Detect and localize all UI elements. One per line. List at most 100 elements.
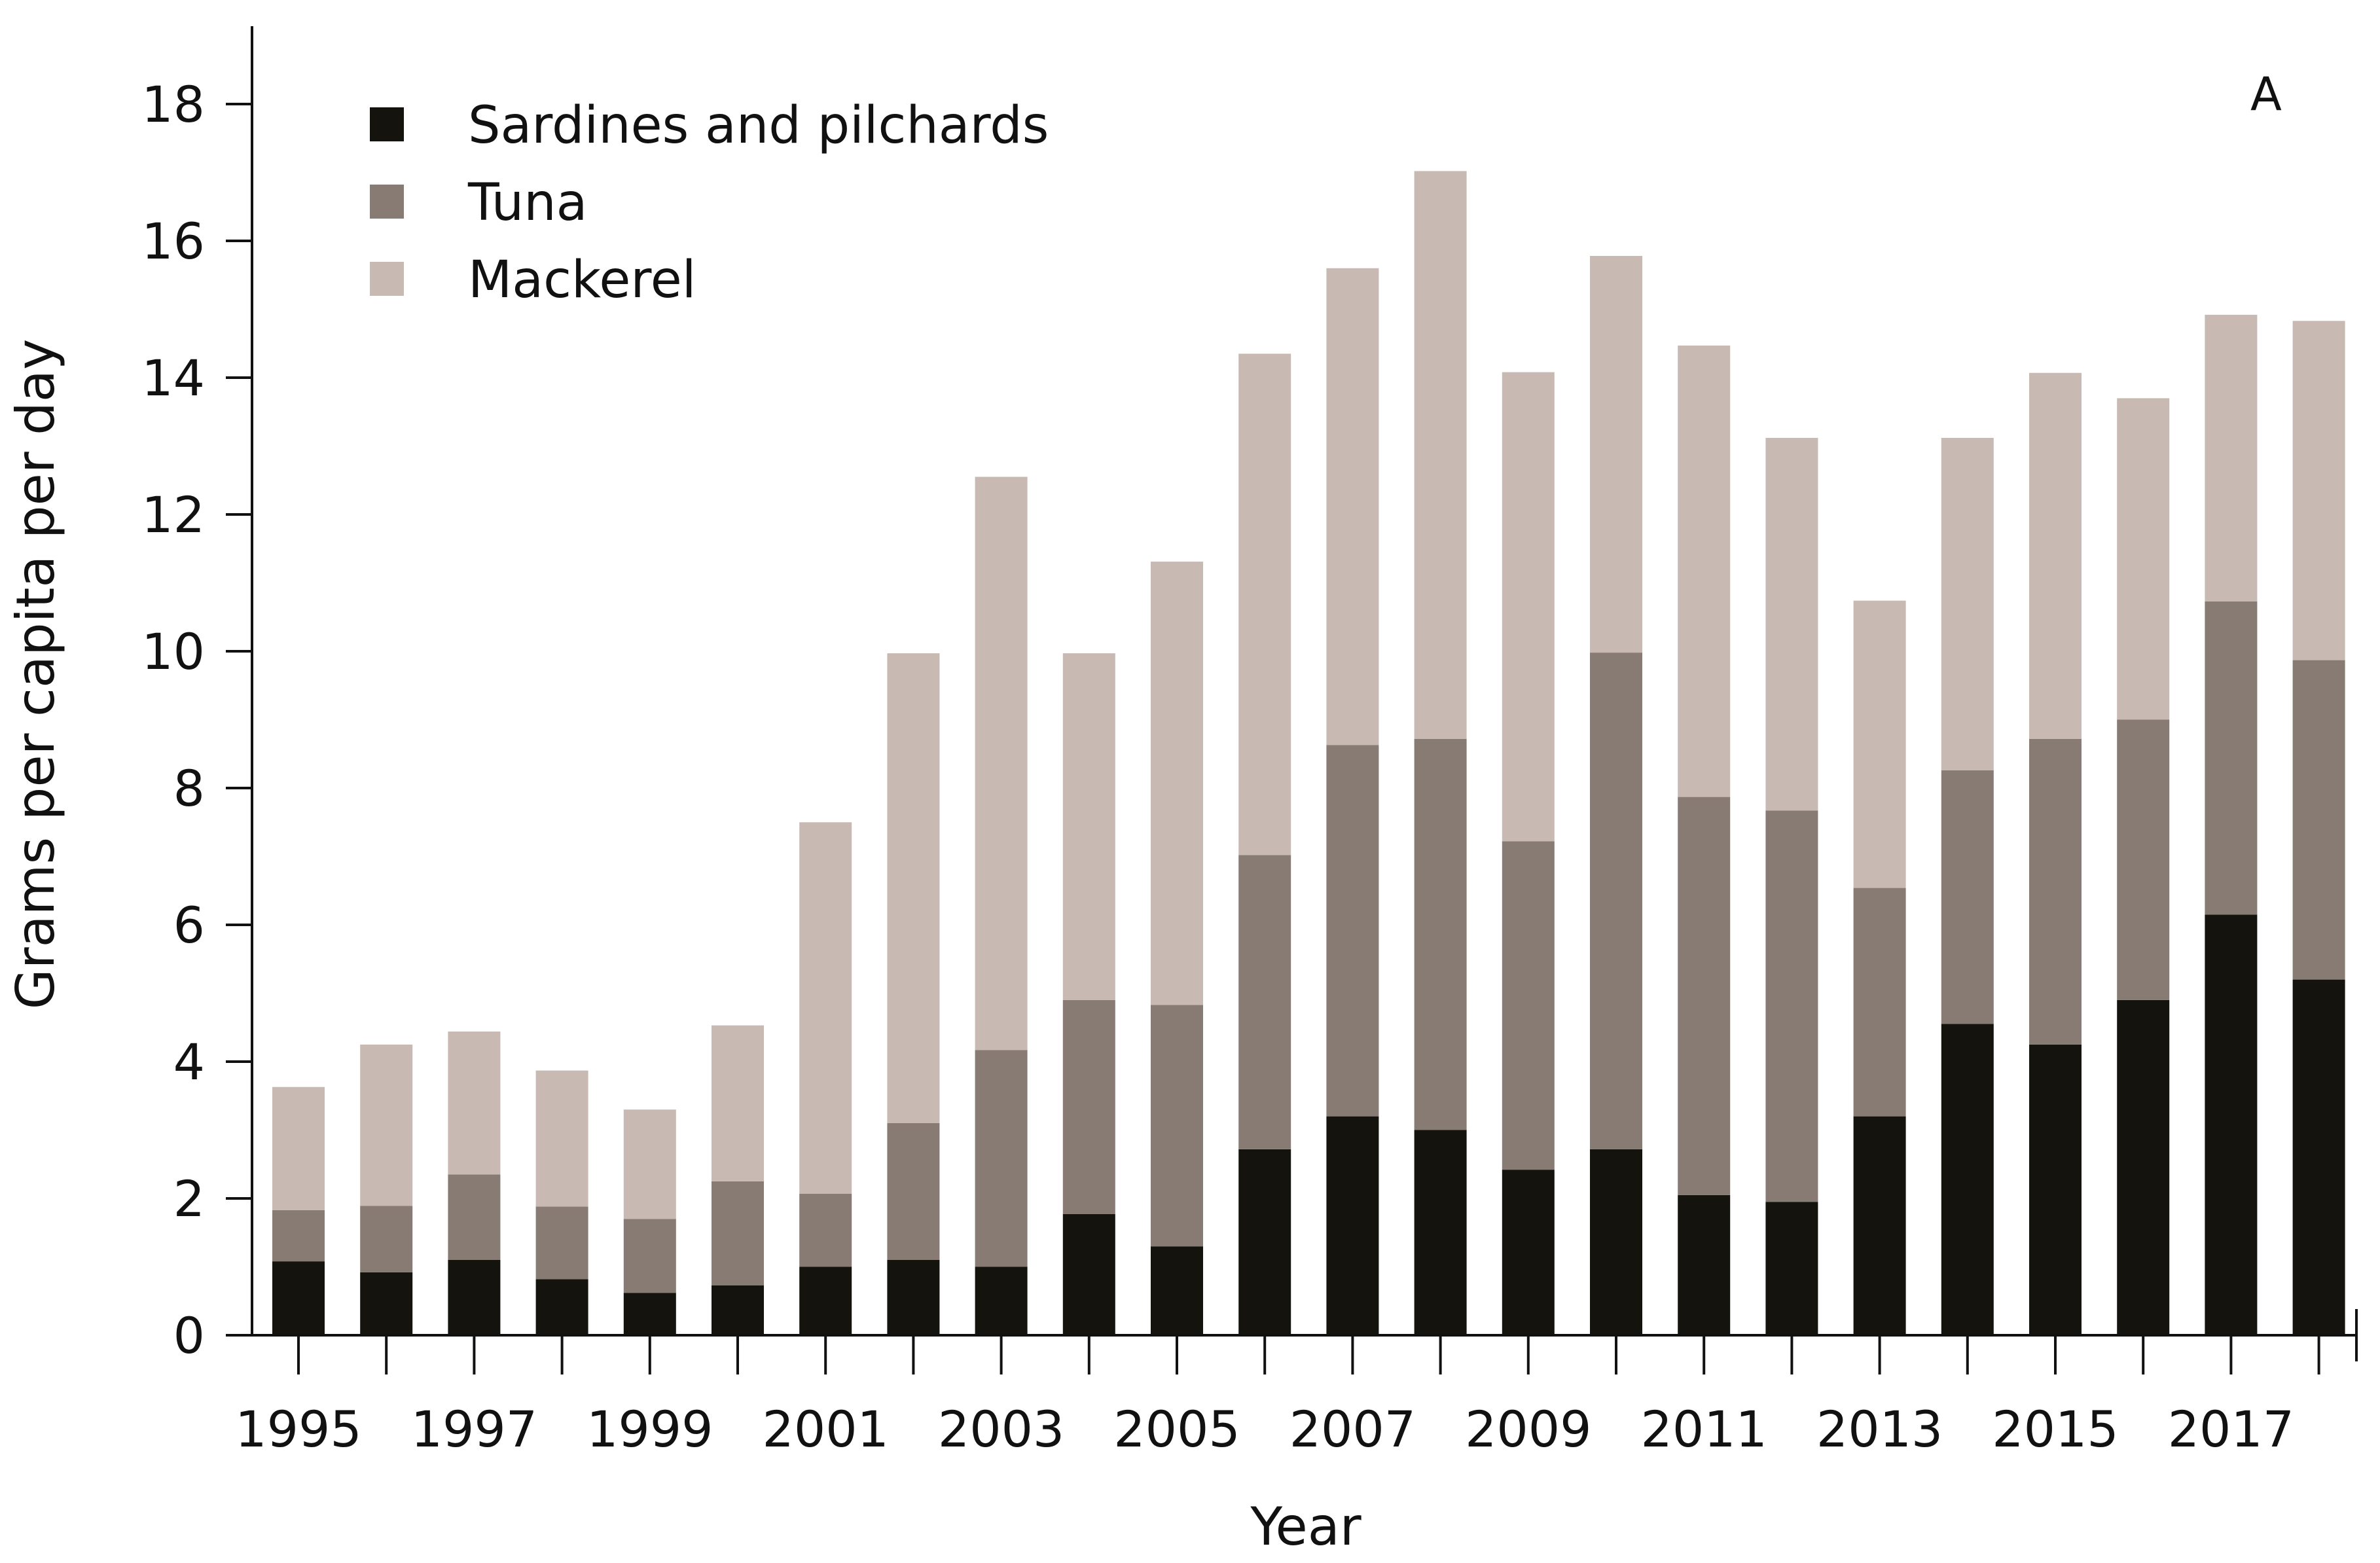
x-ticks: 1995 1997 1999 2001 2003 2005 2007 2009 2011 2013… [235, 1335, 2320, 1458]
x-tick-label-1995: 1995 [235, 1400, 361, 1458]
bar-mackerel-2013 [1853, 600, 1906, 888]
bar-sardines-and-pilchards-2009 [1502, 1170, 1555, 1335]
bar-tuna-2005 [1151, 1005, 1203, 1247]
bars-layer [272, 171, 2345, 1335]
bar-tuna-2011 [1678, 797, 1731, 1195]
bar-sardines-and-pilchards-2017 [2205, 914, 2258, 1335]
y-tick-label-0: 0 [173, 1306, 205, 1365]
bar-sardines-and-pilchards-2008 [1414, 1130, 1467, 1335]
bar-sardines-and-pilchards-2000 [712, 1285, 764, 1335]
bar-mackerel-2003 [975, 476, 1028, 1051]
bar-mackerel-2007 [1326, 268, 1379, 746]
bar-tuna-2001 [799, 1193, 852, 1267]
bar-sardines-and-pilchards-1998 [535, 1279, 588, 1335]
bar-tuna-2002 [887, 1123, 940, 1260]
bar-tuna-2015 [2029, 738, 2082, 1045]
bar-sardines-and-pilchards-2014 [1941, 1024, 1994, 1335]
bar-tuna-2018 [2292, 660, 2345, 980]
x-tick-label-2015: 2015 [1992, 1400, 2118, 1458]
y-tick-label-14: 14 [141, 349, 205, 407]
bar-tuna-1996 [360, 1206, 413, 1272]
bar-mackerel-2016 [2117, 398, 2170, 720]
bar-tuna-1999 [623, 1219, 676, 1293]
legend-label-sardines-and-pilchards: Sardines and pilchards [468, 96, 1049, 155]
bar-sardines-and-pilchards-2010 [1590, 1149, 1642, 1335]
legend: Sardines and pilchards Tuna Mackerel [370, 96, 1049, 310]
y-tick-label-6: 6 [173, 896, 205, 954]
bar-tuna-1998 [535, 1206, 588, 1280]
bar-sardines-and-pilchards-2015 [2029, 1044, 2082, 1335]
bar-sardines-and-pilchards-1999 [623, 1293, 676, 1335]
bar-mackerel-2000 [712, 1025, 764, 1181]
bar-mackerel-2006 [1238, 353, 1291, 855]
bar-sardines-and-pilchards-1995 [272, 1261, 325, 1335]
bar-sardines-and-pilchards-2004 [1062, 1214, 1115, 1335]
bar-tuna-2003 [975, 1050, 1028, 1267]
bar-sardines-and-pilchards-2012 [1765, 1202, 1818, 1335]
bar-mackerel-2008 [1414, 171, 1467, 739]
bar-tuna-2007 [1326, 745, 1379, 1117]
x-tick-label-1999: 1999 [586, 1400, 713, 1458]
axes-layer [251, 26, 2358, 1361]
bar-sardines-and-pilchards-2003 [975, 1267, 1028, 1335]
bar-mackerel-2009 [1502, 372, 1555, 842]
bar-sardines-and-pilchards-2013 [1853, 1116, 1906, 1335]
bar-mackerel-1998 [535, 1070, 588, 1207]
bar-tuna-2009 [1502, 841, 1555, 1170]
panel-label: A [2250, 67, 2282, 121]
legend-swatch-sardines-and-pilchards [370, 107, 404, 141]
bar-mackerel-2018 [2292, 321, 2345, 660]
x-tick-label-2003: 2003 [938, 1400, 1064, 1458]
x-tick-label-2001: 2001 [762, 1400, 888, 1458]
bar-tuna-2014 [1941, 770, 1994, 1024]
bar-sardines-and-pilchards-1996 [360, 1272, 413, 1335]
bar-mackerel-2012 [1765, 438, 1818, 811]
bar-mackerel-2005 [1151, 562, 1203, 1005]
bar-mackerel-2004 [1062, 653, 1115, 1000]
y-tick-label-4: 4 [173, 1033, 205, 1091]
y-tick-label-2: 2 [173, 1170, 205, 1228]
bar-mackerel-2014 [1941, 438, 1994, 770]
x-tick-label-2005: 2005 [1113, 1400, 1240, 1458]
bar-tuna-2017 [2205, 601, 2258, 915]
bar-mackerel-2017 [2205, 314, 2258, 602]
bar-tuna-2010 [1590, 653, 1642, 1149]
y-tick-label-12: 12 [141, 486, 205, 544]
legend-label-mackerel: Mackerel [468, 251, 696, 310]
bar-mackerel-2010 [1590, 256, 1642, 653]
x-tick-label-2011: 2011 [1640, 1400, 1767, 1458]
bar-tuna-2013 [1853, 888, 1906, 1117]
y-tick-label-10: 10 [141, 622, 205, 681]
bar-tuna-2000 [712, 1181, 764, 1285]
legend-swatch-mackerel [370, 262, 404, 296]
y-tick-label-18: 18 [141, 75, 205, 134]
x-tick-label-2009: 2009 [1465, 1400, 1591, 1458]
y-ticks: 0 2 4 6 8 10 12 14 16 18 [141, 75, 252, 1365]
bar-sardines-and-pilchards-2007 [1326, 1116, 1379, 1335]
bar-sardines-and-pilchards-2001 [799, 1267, 852, 1335]
bar-mackerel-2011 [1678, 345, 1731, 797]
bar-tuna-2012 [1765, 810, 1818, 1202]
x-axis-title: Year [1250, 1496, 1361, 1557]
bar-mackerel-1995 [272, 1087, 325, 1210]
bar-tuna-1995 [272, 1210, 325, 1262]
bar-mackerel-2002 [887, 653, 940, 1123]
bar-mackerel-1996 [360, 1044, 413, 1206]
bar-mackerel-1997 [448, 1032, 501, 1175]
x-tick-label-2007: 2007 [1289, 1400, 1416, 1458]
bar-sardines-and-pilchards-2018 [2292, 979, 2345, 1335]
bar-tuna-2008 [1414, 738, 1467, 1130]
bar-sardines-and-pilchards-1997 [448, 1260, 501, 1335]
bar-mackerel-2015 [2029, 372, 2082, 739]
x-tick-label-2013: 2013 [1816, 1400, 1943, 1458]
bar-tuna-2006 [1238, 855, 1291, 1149]
bar-sardines-and-pilchards-2002 [887, 1260, 940, 1335]
bar-tuna-2016 [2117, 719, 2170, 1000]
legend-swatch-tuna [370, 185, 404, 219]
bar-sardines-and-pilchards-2016 [2117, 999, 2170, 1335]
bar-tuna-1997 [448, 1174, 501, 1260]
bar-mackerel-2001 [799, 822, 852, 1194]
legend-label-tuna: Tuna [467, 173, 587, 232]
